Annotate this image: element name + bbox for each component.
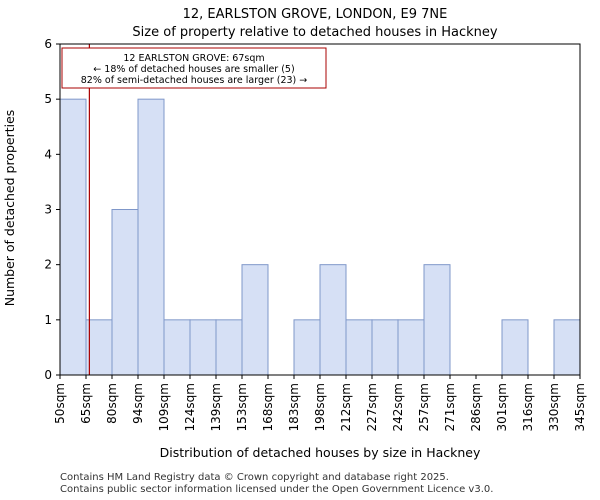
histogram-bar (293, 319, 321, 376)
y-tick-label: 0 (44, 368, 52, 382)
x-axis-label: Distribution of detached houses by size … (160, 445, 481, 460)
x-tick-label: 330sqm (547, 383, 561, 431)
x-tick-label: 257sqm (417, 383, 431, 431)
y-tick-label: 3 (44, 203, 52, 217)
x-tick-label: 301sqm (495, 383, 509, 431)
x-tick-label: 242sqm (391, 383, 405, 431)
histogram-bar (501, 319, 529, 376)
x-tick-label: 345sqm (573, 383, 587, 431)
histogram-bar (189, 319, 217, 376)
x-tick-label: 109sqm (157, 383, 171, 431)
bars-layer (59, 98, 581, 376)
histogram-bar (111, 209, 139, 376)
chart-subtitle: Size of property relative to detached ho… (132, 25, 497, 40)
histogram-bar (423, 264, 451, 376)
histogram-bar (241, 264, 269, 376)
x-ticks: 50sqm 65sqm 80sqm 94sqm 109sqm 124sqm 139sqm 15… (53, 375, 587, 431)
x-tick-label: 183sqm (287, 383, 301, 431)
x-tick-label: 168sqm (261, 383, 275, 431)
y-tick-label: 1 (44, 313, 52, 327)
annotation-line-2: ← 18% of detached houses are smaller (5) (93, 64, 294, 75)
x-tick-label: 227sqm (365, 383, 379, 431)
y-tick-label: 2 (44, 258, 52, 272)
x-tick-label: 94sqm (131, 383, 145, 424)
histogram-bar (345, 319, 373, 376)
annotation-border (61, 47, 327, 89)
histogram-bar (163, 319, 191, 376)
annotation-line-3: 82% of semi-detached houses are larger (… (81, 75, 308, 86)
y-tick-label: 5 (44, 92, 52, 106)
histogram-bar (397, 319, 425, 376)
histogram-bar (59, 98, 87, 376)
annotation-box: 12 EARLSTON GROVE: 67sqm ← 18% of detach… (61, 47, 327, 89)
histogram-bar (215, 319, 243, 376)
x-tick-label: 65sqm (79, 383, 93, 424)
chart-title: 12, EARLSTON GROVE, LONDON, E9 7NE (183, 7, 448, 22)
x-tick-label: 212sqm (339, 383, 353, 431)
footer-copyright: Contains HM Land Registry data © Crown c… (60, 472, 449, 483)
x-tick-label: 153sqm (235, 383, 249, 431)
y-ticks: 0 1 2 3 4 5 6 (44, 37, 60, 382)
x-tick-label: 198sqm (313, 383, 327, 431)
x-tick-label: 50sqm (53, 383, 67, 424)
y-axis-label: Number of detached properties (2, 110, 17, 307)
histogram-bar (137, 98, 165, 376)
histogram-bar (319, 264, 347, 376)
footer-licence: Contains public sector information licen… (60, 484, 494, 495)
x-tick-label: 80sqm (105, 383, 119, 424)
x-tick-label: 271sqm (443, 383, 457, 431)
y-tick-label: 4 (44, 147, 52, 161)
histogram-bar (371, 319, 399, 376)
y-tick-label: 6 (44, 37, 52, 51)
x-tick-label: 316sqm (521, 383, 535, 431)
x-tick-label: 139sqm (209, 383, 223, 431)
x-tick-label: 286sqm (469, 383, 483, 431)
x-tick-label: 124sqm (183, 383, 197, 431)
histogram-bar (85, 319, 113, 376)
histogram-bar (553, 319, 581, 376)
annotation-line-1: 12 EARLSTON GROVE: 67sqm (123, 53, 264, 64)
